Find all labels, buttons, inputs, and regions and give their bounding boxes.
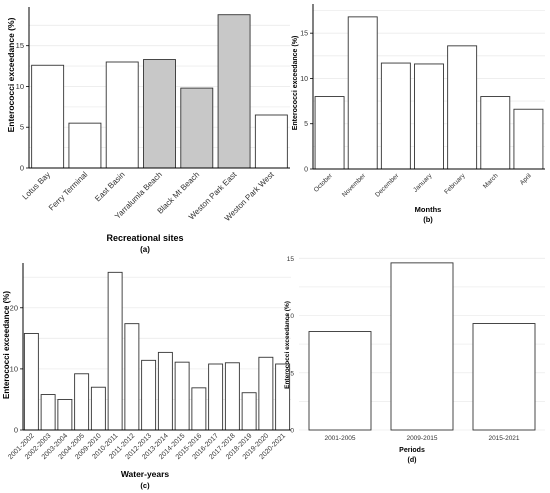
- bar: [480, 96, 511, 170]
- panel-b: Enterococci exceedance (%) Months (b) 0 5…: [292, 4, 545, 224]
- bar: [447, 45, 478, 170]
- bar: [241, 392, 257, 431]
- y-tick-label: 5: [290, 370, 294, 377]
- bar: [124, 323, 140, 431]
- panel-c: Enterococci exceedance (%) Water-years (…: [2, 263, 291, 490]
- xlabel-c: Water-years: [121, 469, 170, 479]
- bar: [513, 108, 544, 170]
- y-tick-label: 0: [290, 428, 294, 435]
- bar: [224, 362, 240, 431]
- bar: [40, 394, 56, 431]
- bar: [258, 356, 274, 431]
- y-tick-label: 0: [304, 167, 308, 174]
- bar: [472, 323, 536, 431]
- y-tick-label: 0: [14, 426, 18, 435]
- bar: [217, 14, 251, 169]
- x-tick-label: East Basin: [93, 170, 126, 203]
- x-tick-label: April: [519, 172, 534, 187]
- bar: [143, 59, 176, 169]
- bar: [23, 332, 39, 431]
- bar: [105, 61, 139, 169]
- bar: [68, 122, 102, 169]
- x-tick-label: Ferry Terminal: [47, 170, 90, 213]
- bar: [308, 331, 372, 431]
- xlabel-b: Months: [415, 205, 442, 214]
- bar: [174, 361, 190, 431]
- x-tick-label: January: [412, 172, 434, 194]
- bar: [74, 373, 90, 431]
- y-tick-label: 10: [300, 76, 308, 83]
- y-tick-label: 10: [287, 313, 295, 320]
- y-tick-label: 10: [10, 364, 18, 373]
- y-tick-label: 0: [20, 164, 24, 173]
- x-tick-label: 2015-2021: [488, 435, 519, 442]
- ylabel-a: Enterococci exceedance (%): [6, 17, 16, 132]
- x-tick-label: March: [482, 172, 500, 190]
- xlabel-a: Recreational sites: [106, 233, 183, 243]
- xlabel-d: Periods: [399, 447, 425, 454]
- y-tick-label: 20: [10, 303, 18, 312]
- bar: [57, 398, 73, 431]
- panel-a: Enterococci exceedance (%) Recreational …: [6, 7, 290, 254]
- x-tick-label: Lotus Bay: [21, 170, 53, 202]
- bar: [314, 96, 345, 170]
- caption-c: (c): [140, 481, 150, 490]
- bar: [141, 359, 157, 431]
- bar: [157, 351, 173, 431]
- bar: [254, 114, 288, 169]
- caption-b: (b): [423, 215, 433, 224]
- bar: [90, 386, 106, 431]
- caption-d: (d): [408, 457, 417, 464]
- bar: [414, 63, 444, 170]
- bar: [347, 16, 378, 170]
- y-tick-label: 5: [304, 121, 308, 128]
- y-tick-label: 15: [300, 31, 308, 38]
- bar: [180, 87, 214, 169]
- bar: [390, 262, 454, 431]
- x-tick-label: October: [313, 172, 335, 194]
- y-tick-label: 5: [20, 123, 24, 132]
- x-tick-label: November: [341, 172, 368, 199]
- x-tick-label: February: [443, 172, 467, 196]
- bar: [208, 363, 224, 431]
- y-tick-label: 15: [287, 256, 295, 263]
- y-tick-label: 15: [16, 41, 24, 50]
- x-tick-label: December: [374, 172, 401, 199]
- x-tick-label: 2001-2005: [324, 435, 355, 442]
- ylabel-d: Enterococci exceedance (%): [284, 301, 291, 389]
- bar: [380, 62, 411, 170]
- ylabel-c: Enterococci exceedance (%): [2, 291, 11, 399]
- x-tick-label: 2009-2015: [406, 435, 437, 442]
- bar: [107, 271, 123, 431]
- caption-a: (a): [140, 245, 150, 254]
- ylabel-b: Enterococci exceedance (%): [292, 36, 299, 131]
- bar: [191, 387, 207, 431]
- bar: [31, 64, 65, 169]
- panel-d: Enterococci exceedance (%) Periods (d) 0…: [284, 256, 545, 464]
- y-tick-label: 10: [16, 82, 24, 91]
